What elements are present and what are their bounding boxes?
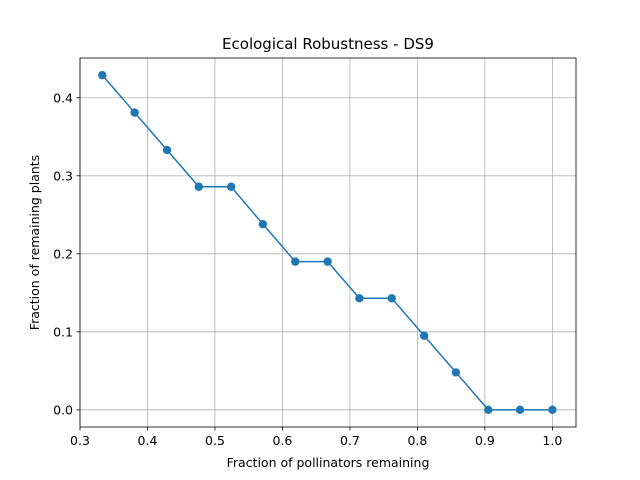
data-point [194,182,203,191]
data-point [291,257,300,266]
data-point [323,257,332,266]
grid [79,58,576,427]
x-tick-label: 1.0 [542,433,562,448]
y-tick-label: 0.2 [53,246,73,261]
data-point [162,145,172,155]
data-point [515,405,525,415]
x-tick-label: 0.8 [407,433,427,448]
data-point [451,368,461,377]
data-point [387,294,396,303]
data-point [226,182,236,191]
data-point [548,405,557,415]
y-tick-label: 0.4 [53,90,73,105]
y-tick-label: 0.3 [53,168,73,183]
x-tick-label: 0.4 [138,433,158,448]
data-point [98,70,107,80]
x-tick-label: 0.9 [475,433,495,448]
x-tick-label: 0.7 [340,433,360,448]
x-tick-label: 0.5 [205,433,225,448]
y-tick-label: 0.0 [53,402,73,417]
data-point [130,108,139,117]
y-tick-label: 0.1 [53,324,73,339]
data-point [484,405,493,415]
chart-title: Ecological Robustness - DS9 [222,35,434,53]
y-axis-label: Fraction of remaining plants [27,155,42,330]
x-tick-label: 0.3 [70,433,90,448]
data-point [258,219,268,229]
x-tick-label: 0.6 [273,433,293,448]
series-layer [98,70,557,415]
data-point [419,331,429,340]
data-point [355,294,364,303]
x-axis-label: Fraction of pollinators remaining [227,455,430,470]
ticks: 0.3 0.4 0.5 0.6 0.7 0.8 0.9 1.0 0.0 0.1 0.2 0.3 0.4 [53,90,562,448]
plot-frame [79,57,577,428]
